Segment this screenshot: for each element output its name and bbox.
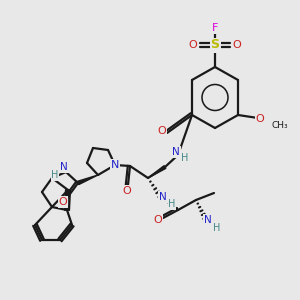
Text: O: O — [189, 40, 197, 50]
Text: CH₃: CH₃ — [271, 121, 288, 130]
Text: O: O — [58, 197, 68, 207]
Text: O: O — [256, 114, 264, 124]
Text: O: O — [232, 40, 242, 50]
Text: O: O — [123, 186, 131, 196]
Text: H: H — [181, 153, 189, 163]
Text: N: N — [204, 215, 212, 225]
Text: S: S — [211, 38, 220, 52]
Text: N: N — [111, 160, 119, 170]
Polygon shape — [148, 166, 166, 178]
Text: N: N — [60, 162, 68, 172]
Text: O: O — [154, 215, 162, 225]
Polygon shape — [77, 175, 98, 184]
Text: N: N — [159, 192, 167, 202]
Text: N: N — [172, 147, 180, 157]
Text: F: F — [212, 23, 218, 33]
Text: H: H — [168, 199, 176, 209]
Text: H: H — [51, 170, 59, 180]
Text: O: O — [158, 126, 166, 136]
Text: H: H — [213, 223, 221, 233]
